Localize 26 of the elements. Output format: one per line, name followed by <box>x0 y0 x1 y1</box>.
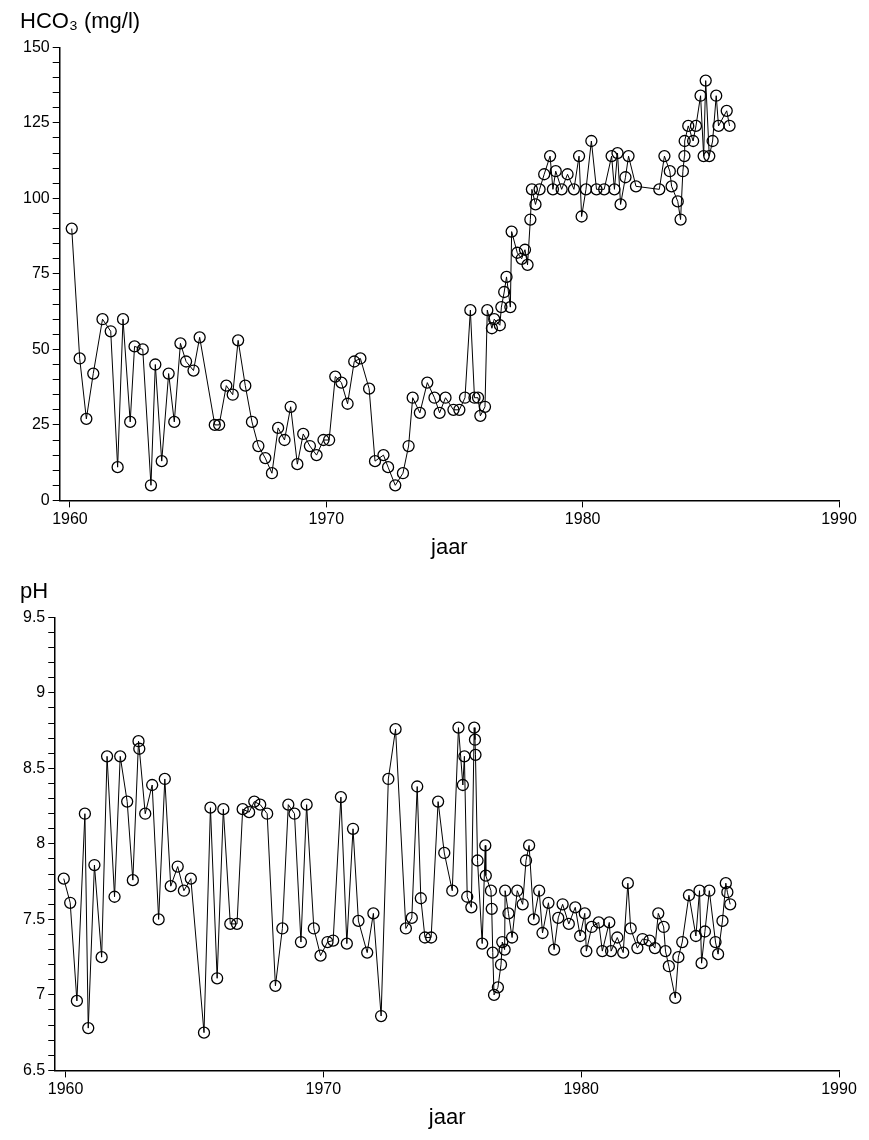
x-tick-label: 1960 <box>52 510 88 528</box>
y-axis-title: pH <box>20 578 49 604</box>
x-tick-label: 1980 <box>563 1080 600 1098</box>
x-tick-label: 1990 <box>821 1080 857 1098</box>
x-tick-label: 1960 <box>47 1080 84 1098</box>
y-tick-label: 8 <box>36 834 46 852</box>
y-tick-label: 75 <box>31 264 50 282</box>
y-tick-label: 50 <box>31 339 50 357</box>
y-tick-label: 100 <box>22 188 50 206</box>
y-tick-label: 8.5 <box>22 758 46 776</box>
y-tick-label: 9 <box>36 683 46 701</box>
y-tick-label: 0 <box>40 490 50 508</box>
y-tick-label: 25 <box>31 415 50 433</box>
x-tick-label: 1990 <box>821 510 857 528</box>
y-tick-label: 7.5 <box>22 909 46 927</box>
x-tick-label: 1970 <box>308 510 345 528</box>
x-axis-title: jaar <box>427 1103 466 1129</box>
x-axis-title: jaar <box>430 533 468 559</box>
x-tick-label: 1970 <box>305 1080 342 1098</box>
x-tick-label: 1980 <box>564 510 601 528</box>
y-tick-label: 7 <box>36 985 46 1003</box>
y-axis-title: HCO₃ (mg/l) <box>20 8 141 34</box>
y-tick-label: 6.5 <box>22 1060 46 1078</box>
y-tick-label: 9.5 <box>22 607 46 625</box>
y-tick-label: 125 <box>22 113 50 131</box>
y-tick-label: 150 <box>22 37 50 55</box>
